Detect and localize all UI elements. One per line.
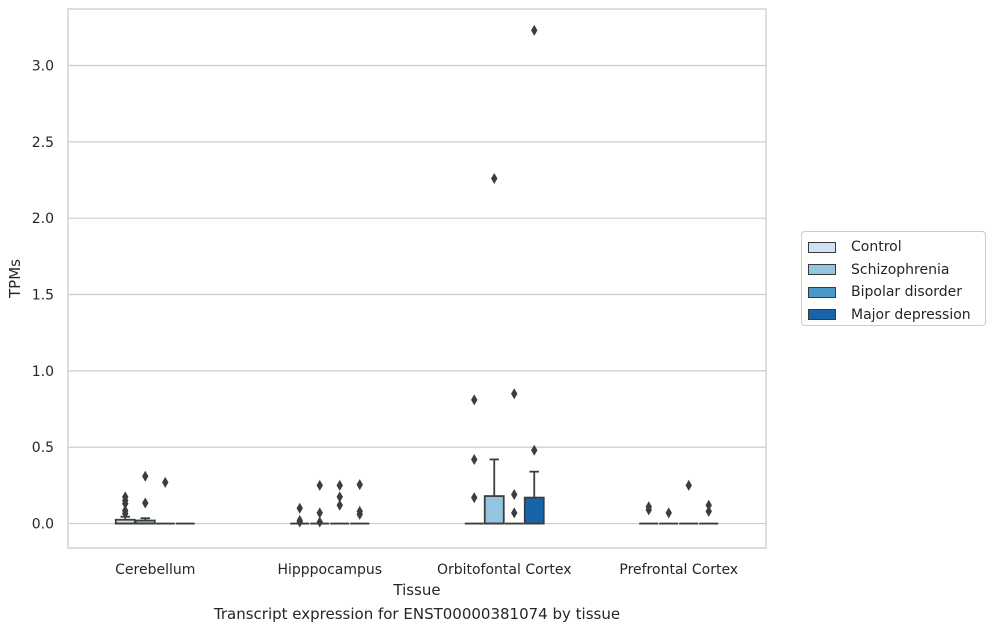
box-3-3 xyxy=(699,499,719,525)
y-tick-label: 2.5 xyxy=(32,135,54,151)
outlier-point xyxy=(665,507,672,519)
outlier-point xyxy=(296,502,303,514)
outlier-point xyxy=(471,492,478,504)
legend-item: Schizophrenia xyxy=(808,259,985,282)
y-tick-labels: 0.0 0.5 1.0 1.5 2.0 2.5 3.0 xyxy=(32,58,54,532)
x-tick-label: Hipppocampus xyxy=(277,562,382,578)
outlier-point xyxy=(356,505,363,517)
outlier-point xyxy=(491,172,498,184)
box-0-3 xyxy=(639,501,659,525)
legend-swatch xyxy=(808,286,836,298)
outlier-point xyxy=(705,499,712,511)
outlier-point xyxy=(142,497,149,509)
outlier-point xyxy=(316,479,323,491)
outlier-point xyxy=(336,479,343,491)
outlier-point xyxy=(645,501,652,513)
box-2-0 xyxy=(155,476,175,525)
y-tick-label: 1.5 xyxy=(32,288,54,304)
box-1-1 xyxy=(310,479,330,528)
x-tick-label: Orbitofontal Cortex xyxy=(437,562,572,578)
x-axis-title: Tissue xyxy=(392,581,440,599)
outlier-point xyxy=(336,491,343,503)
outlier-point xyxy=(705,505,712,517)
box-0-1 xyxy=(290,502,310,528)
y-tick-label: 2.0 xyxy=(32,211,54,227)
box-1-3 xyxy=(659,507,679,525)
outlier-point xyxy=(122,505,129,517)
outlier-point xyxy=(511,489,518,501)
box-2-1 xyxy=(330,479,350,525)
legend-item: Bipolar disorder xyxy=(808,281,985,304)
box-3-2 xyxy=(523,24,545,525)
legend-swatch xyxy=(808,309,836,321)
gridlines xyxy=(68,64,766,525)
box-0-2 xyxy=(464,394,484,525)
outlier-point xyxy=(356,479,363,491)
legend-label: Control xyxy=(851,239,902,256)
legend-label: Bipolar disorder xyxy=(851,284,963,301)
outlier-point xyxy=(685,479,692,491)
outlier-point xyxy=(511,388,518,400)
y-tick-label: 0.0 xyxy=(32,517,54,533)
outlier-point xyxy=(336,499,343,511)
y-tick-label: 1.0 xyxy=(32,364,54,380)
legend-label: Schizophrenia xyxy=(851,261,950,278)
outlier-point xyxy=(531,444,538,456)
outlier-point xyxy=(316,516,323,528)
box xyxy=(523,496,545,525)
box-1-2 xyxy=(483,172,505,525)
chart-title: Transcript expression for ENST0000038107… xyxy=(213,605,621,623)
outlier-point xyxy=(296,515,303,527)
box-2-3 xyxy=(679,479,699,525)
x-tick-label: Cerebellum xyxy=(115,562,195,578)
legend-label: Major depression xyxy=(851,306,971,323)
legend-item: Major depression xyxy=(808,304,985,327)
x-tick-labels: Cerebellum Hipppocampus Orbitofontal Corte… xyxy=(115,562,738,578)
outlier-point xyxy=(511,507,518,519)
legend: Control Schizophrenia Bipolar disorder Majo… xyxy=(801,231,986,326)
box xyxy=(483,495,505,525)
box-marks xyxy=(114,24,719,528)
y-tick-label: 0.5 xyxy=(32,440,54,456)
box-3-1 xyxy=(350,479,370,525)
outlier-point xyxy=(316,507,323,519)
outlier-point xyxy=(471,453,478,465)
y-tick-label: 3.0 xyxy=(32,58,54,74)
x-tick-label: Prefrontal Cortex xyxy=(619,562,738,578)
legend-swatch xyxy=(808,264,836,276)
box-1-0 xyxy=(134,470,156,525)
box-0-0 xyxy=(114,491,136,525)
legend-swatch xyxy=(808,241,836,253)
plot-frame xyxy=(67,8,767,549)
outlier-point xyxy=(471,394,478,406)
y-axis-title: TPMs xyxy=(6,259,24,299)
outlier-point xyxy=(142,470,149,482)
legend-item: Control xyxy=(808,236,985,259)
outlier-point xyxy=(122,491,129,503)
outlier-point xyxy=(162,476,169,488)
box-2-2 xyxy=(504,388,524,525)
outlier-point xyxy=(531,24,538,36)
